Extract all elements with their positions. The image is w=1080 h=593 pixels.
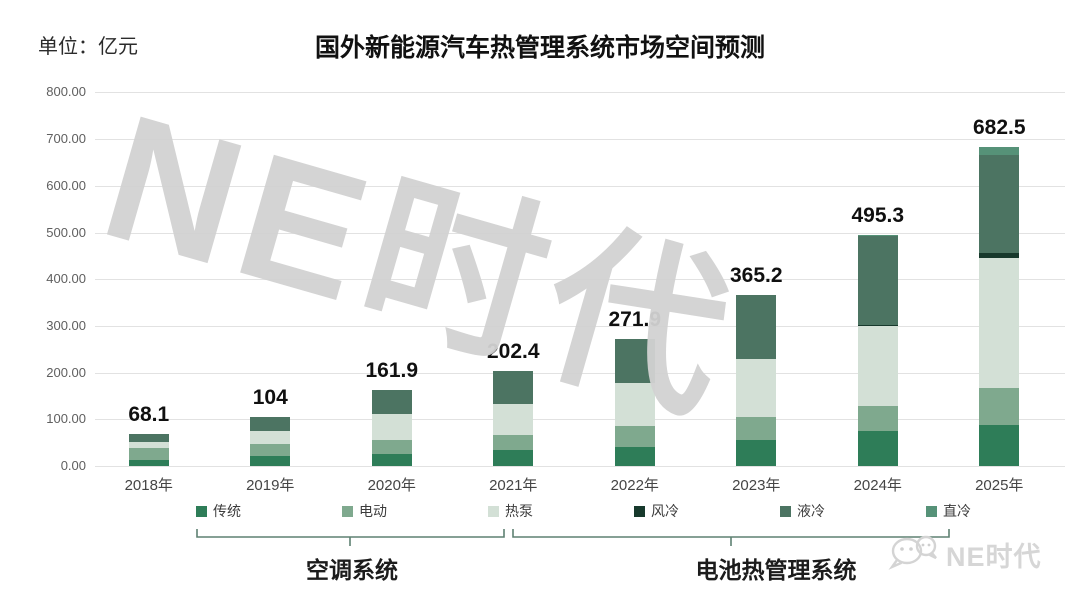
- x-tick-label: 2020年: [367, 477, 416, 494]
- y-tick-label: 200.00: [46, 364, 86, 380]
- x-tick-label: 2024年: [853, 477, 902, 494]
- x-tick-label: 2021年: [489, 477, 538, 494]
- bar-segment-液冷: [128, 434, 169, 442]
- brand-logo: NE时代: [888, 534, 1042, 574]
- bar-segment-热泵: [979, 257, 1020, 389]
- legend-label: 热泵: [505, 503, 533, 519]
- bar-segment-电动: [736, 417, 777, 440]
- bar-segment-电动: [493, 434, 534, 451]
- x-tick-label: 2022年: [610, 477, 659, 494]
- bar-segment-传统: [979, 424, 1020, 466]
- group-label-ac-system: 空调系统: [306, 557, 398, 583]
- legend-label: 风冷: [651, 503, 679, 519]
- y-tick-label: 500.00: [46, 224, 86, 240]
- grid-line: [95, 419, 1065, 421]
- bar-total-label: 271.9: [608, 308, 662, 332]
- bar-segment-电动: [250, 444, 291, 457]
- bar-segment-液冷: [614, 339, 655, 384]
- legend-swatch: [634, 505, 645, 517]
- legend-swatch: [488, 505, 499, 517]
- legend-item-热泵: 热泵: [488, 501, 533, 521]
- wechat-chat-bubbles-icon: [888, 535, 937, 570]
- bar-segment-液冷: [250, 417, 291, 432]
- bar-segment-热泵: [128, 441, 169, 449]
- grid-line: [95, 232, 1065, 234]
- bar-segment-电动: [128, 448, 169, 461]
- bar-segment-热泵: [493, 403, 534, 435]
- y-tick-label: 0.00: [60, 458, 86, 473]
- bar-segment-风冷: [857, 324, 898, 327]
- bar-total-label: 104: [252, 386, 288, 410]
- bar-segment-传统: [128, 460, 169, 466]
- legend-item-风冷: 风冷: [634, 501, 679, 521]
- bar-total-label: 682.5: [972, 116, 1026, 140]
- legend-swatch: [926, 505, 937, 517]
- legend-swatch: [342, 505, 353, 517]
- y-tick-label: 700.00: [46, 131, 86, 147]
- bar-segment-热泵: [736, 359, 777, 418]
- legend-item-直冷: 直冷: [926, 501, 971, 521]
- bar-segment-直冷: [979, 147, 1020, 156]
- grid-line: [95, 279, 1065, 281]
- bar-segment-传统: [857, 431, 898, 466]
- legend-label: 直冷: [943, 503, 971, 519]
- bar-total-label: 68.1: [128, 403, 170, 427]
- bar-segment-风冷: [979, 253, 1020, 258]
- bar-segment-液冷: [736, 295, 777, 360]
- bar-segment-液冷: [979, 155, 1020, 254]
- bar-segment-传统: [614, 446, 655, 466]
- legend-label: 传统: [213, 503, 241, 519]
- bar-segment-电动: [371, 440, 412, 454]
- bar-segment-热泵: [250, 431, 291, 445]
- chart-title: 国外新能源汽车热管理系统市场空间预测: [314, 34, 765, 62]
- legend-item-电动: 电动: [342, 501, 387, 521]
- brand-logo-text: NE时代: [946, 541, 1042, 572]
- bar-segment-传统: [250, 456, 291, 466]
- bar-segment-电动: [857, 405, 898, 432]
- bar-segment-液冷: [371, 390, 412, 415]
- bar-segment-热泵: [857, 326, 898, 406]
- grid-line: [95, 325, 1065, 327]
- legend-item-液冷: 液冷: [780, 501, 825, 521]
- bar-total-label: 495.3: [851, 203, 905, 227]
- bar-segment-传统: [736, 439, 777, 466]
- bar-segment-传统: [371, 453, 412, 466]
- x-tick-label: 2025年: [975, 477, 1024, 494]
- bar-segment-直冷: [857, 234, 898, 237]
- x-tick-label: 2023年: [732, 477, 781, 494]
- y-tick-label: 600.00: [46, 177, 86, 193]
- legend-swatch: [196, 505, 207, 517]
- bar-total-label: 365.2: [729, 264, 783, 288]
- grid-line: [95, 139, 1065, 141]
- unit-label: 单位：亿元: [38, 36, 138, 58]
- y-tick-label: 800.00: [46, 84, 86, 100]
- bar-segment-电动: [979, 388, 1020, 425]
- legend-label: 液冷: [797, 503, 825, 519]
- grid-line: [95, 92, 1065, 94]
- x-tick-label: 2019年: [246, 477, 295, 494]
- bar-segment-热泵: [614, 383, 655, 426]
- grid-line: [95, 466, 1065, 467]
- bar-total-label: 202.4: [486, 340, 540, 364]
- legend-label: 电动: [359, 503, 387, 519]
- grid-line: [95, 372, 1065, 374]
- y-tick-label: 100.00: [46, 411, 86, 427]
- bar-segment-液冷: [493, 371, 534, 404]
- group-label-battery-system: 电池热管理系统: [695, 557, 857, 583]
- legend-item-传统: 传统: [196, 501, 241, 521]
- bar-segment-电动: [614, 425, 655, 447]
- legend-swatch: [780, 505, 791, 517]
- bar-segment-传统: [493, 450, 534, 466]
- bar-total-label: 161.9: [365, 359, 419, 383]
- grid-line: [95, 185, 1065, 187]
- bar-segment-热泵: [371, 414, 412, 441]
- bar-segment-液冷: [857, 236, 898, 325]
- x-tick-label: 2018年: [124, 477, 173, 494]
- y-tick-label: 300.00: [46, 317, 86, 333]
- y-tick-label: 400.00: [46, 271, 86, 287]
